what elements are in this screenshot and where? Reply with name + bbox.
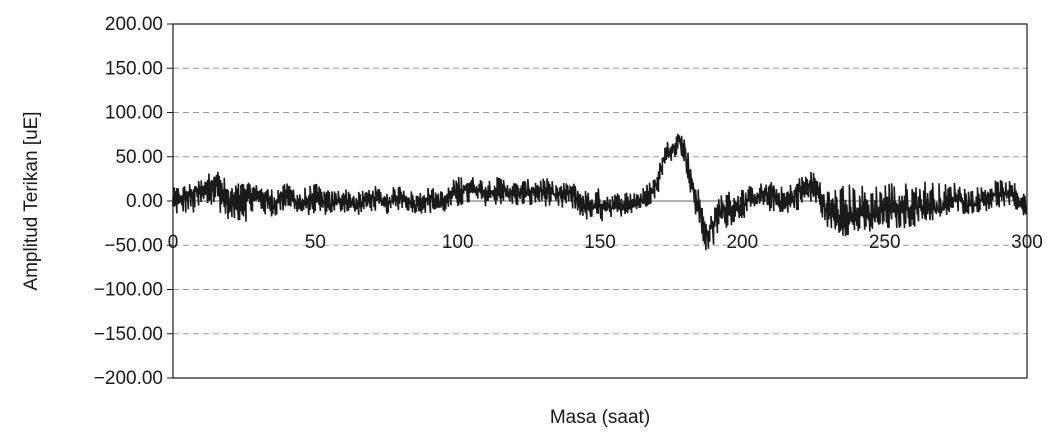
x-tick-label: 300 [1011, 232, 1043, 253]
y-tick-label: −50.00 [104, 235, 163, 256]
y-tick-label: 150.00 [105, 58, 163, 79]
y-tick-label: 200.00 [105, 14, 163, 35]
y-tick-label: −100.00 [94, 280, 163, 301]
x-tick-label: 250 [869, 232, 901, 253]
y-axis-ticks: 200.00 150.00 100.00 50.00 0.00 −50.00 −100.00… [94, 14, 173, 389]
y-axis-title: Amplitud Terikan [uE] [21, 111, 42, 290]
y-tick-label: −200.00 [94, 368, 163, 389]
y-tick-label: −150.00 [94, 324, 163, 345]
y-tick-label: 50.00 [115, 147, 163, 168]
x-tick-label: 150 [584, 232, 616, 253]
x-axis-title: Masa (saat) [550, 407, 650, 428]
x-tick-label: 0 [168, 232, 179, 253]
y-tick-label: 0.00 [126, 191, 163, 212]
y-tick-label: 100.00 [105, 103, 163, 124]
x-tick-label: 100 [442, 232, 474, 253]
x-tick-label: 200 [726, 232, 758, 253]
x-axis-ticks: 0 50 100 150 200 250 300 [168, 201, 1043, 253]
x-tick-label: 50 [305, 232, 326, 253]
